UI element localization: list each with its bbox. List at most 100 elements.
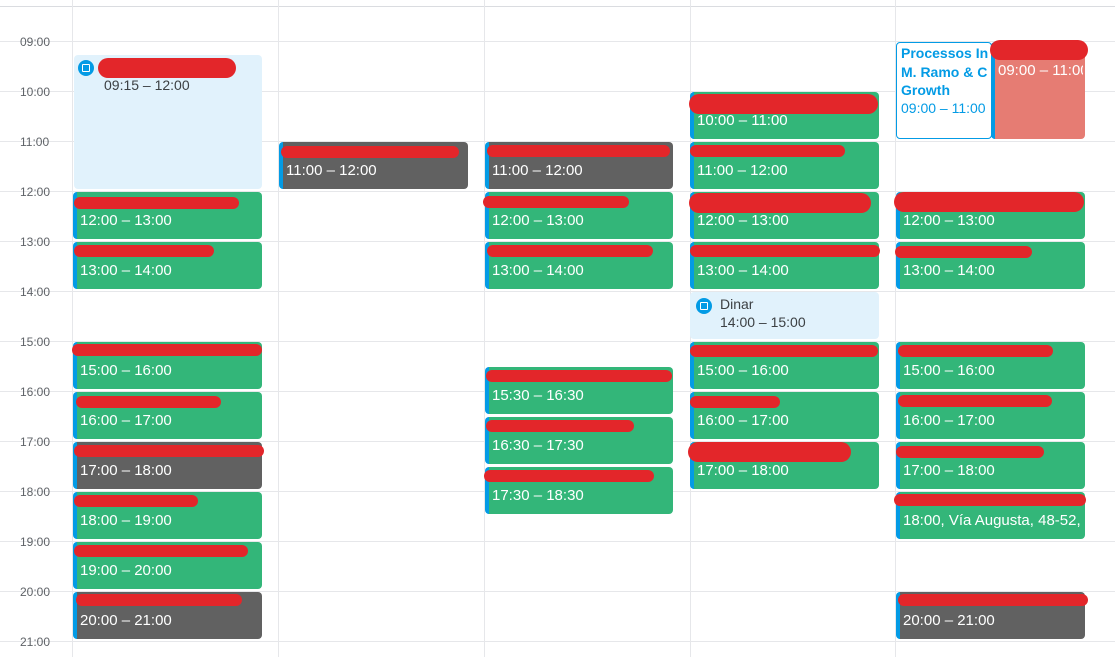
event-block[interactable]: Processos In M. Ramo & C Growth 09:00 – … [896,42,992,139]
event-time: 17:00 – 18:00 [80,462,172,479]
calendar-icon [78,60,94,76]
event-time: 17:30 – 18:30 [492,487,584,504]
hour-line [0,41,1115,42]
grid-top-border [0,6,1115,7]
hour-line [0,241,1115,242]
event-time: 11:00 – 12:00 [492,162,583,179]
redaction-mark [688,442,851,462]
event-time: 15:00 – 16:00 [80,362,172,379]
event-time: 15:00 – 16:00 [903,362,995,379]
event-time: 17:00 – 18:00 [903,462,995,479]
redaction-mark [72,344,262,356]
event-time: 20:00 – 21:00 [903,612,995,629]
event-time: 12:00 – 13:00 [903,212,995,229]
event-time: 09:15 – 12:00 [104,77,190,93]
event-title: Dinar [720,296,754,312]
redaction-mark [74,445,264,457]
hour-line [0,191,1115,192]
redaction-mark [894,192,1084,212]
event-block[interactable]: Dinar 14:00 – 15:00 [690,292,879,339]
time-label: 15:00 [20,335,51,349]
event-time: 10:00 – 11:00 [697,112,788,129]
redaction-mark [690,245,880,257]
event-time: 15:00 – 16:00 [697,362,789,379]
time-label: 13:00 [20,235,51,249]
time-label: 19:00 [20,535,51,549]
time-label: 12:00 [20,185,51,199]
time-label: 14:00 [20,285,51,299]
hour-line [0,591,1115,592]
redaction-mark [98,58,236,78]
day-column-divider [895,0,896,657]
event-time: 14:00 – 15:00 [720,314,806,330]
day-column-divider [484,0,485,657]
redaction-mark [486,420,634,432]
redaction-mark [689,193,871,213]
time-label: 11:00 [20,135,50,149]
redaction-mark [74,245,214,257]
redaction-mark [74,545,248,557]
time-label: 17:00 [20,435,51,449]
day-column-divider [278,0,279,657]
event-time: 16:30 – 17:30 [492,437,584,454]
redaction-mark [990,40,1088,60]
event-time: 09:00 – 11:00 [901,100,986,116]
event-time: 20:00 – 21:00 [80,612,172,629]
event-time: 19:00 – 20:00 [80,562,172,579]
event-time: 18:00, Vía Augusta, 48-52, e [903,512,1083,529]
event-time: 13:00 – 14:00 [492,262,584,279]
event-title-line: Processos In [901,45,989,61]
redaction-mark [898,345,1053,357]
event-time: 12:00 – 13:00 [697,212,789,229]
event-time: 13:00 – 14:00 [903,262,995,279]
time-label: 10:00 [20,85,51,99]
calendar-icon [696,298,712,314]
event-time: 17:00 – 18:00 [697,462,789,479]
redaction-mark [896,446,1044,458]
event-time: 12:00 – 13:00 [492,212,584,229]
redaction-mark [486,370,672,382]
event-time: 18:00 – 19:00 [80,512,172,529]
event-time: 15:30 – 16:30 [492,387,584,404]
redaction-mark [898,594,1088,606]
redaction-mark [895,246,1032,258]
event-time: 16:00 – 17:00 [80,412,172,429]
time-label: 20:00 [20,585,51,599]
time-label: 09:00 [20,35,51,49]
redaction-mark [690,396,780,408]
hour-line [0,91,1115,92]
redaction-mark [484,470,654,482]
event-time: 13:00 – 14:00 [697,262,789,279]
event-time: 12:00 – 13:00 [80,212,172,229]
redaction-mark [894,494,1086,506]
hour-line [0,291,1115,292]
event-time: 16:00 – 17:00 [697,412,789,429]
redaction-mark [690,145,845,157]
redaction-mark [689,94,878,114]
event-title-line: M. Ramo & C [901,63,988,80]
redaction-mark [76,396,221,408]
hour-line [0,141,1115,142]
redaction-mark [76,594,242,606]
event-time: 09:00 – 11:00 [998,62,1083,79]
event-title-line: Growth [901,82,950,98]
time-label: 16:00 [20,385,51,399]
event-time: 16:00 – 17:00 [903,412,995,429]
redaction-mark [898,395,1052,407]
hour-line [0,641,1115,642]
redaction-mark [281,146,459,158]
hour-line [0,341,1115,342]
event-time: 13:00 – 14:00 [80,262,172,279]
time-label: 21:00 [20,635,51,649]
event-time: 11:00 – 12:00 [697,162,788,179]
redaction-mark [690,345,878,357]
event-title: Processos In M. Ramo & C Growth [901,44,989,100]
day-column-divider [72,0,73,657]
time-label: 18:00 [20,485,51,499]
redaction-mark [487,145,670,157]
event-time: 11:00 – 12:00 [286,162,377,179]
redaction-mark [74,495,198,507]
hour-line [0,541,1115,542]
redaction-mark [74,197,239,209]
